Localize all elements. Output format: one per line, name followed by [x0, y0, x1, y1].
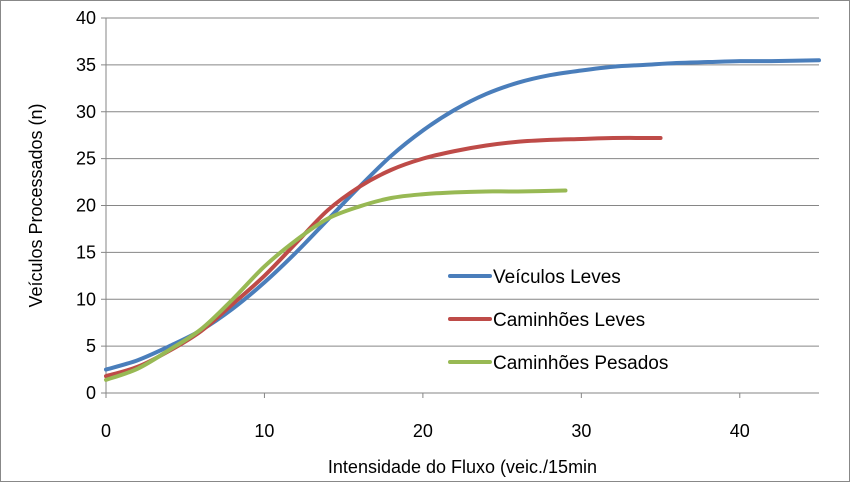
y-tick-label: 40 — [76, 8, 96, 28]
legend: Veículos Leves Caminhões Leves Caminhões P… — [448, 267, 668, 374]
y-tick-label: 25 — [76, 149, 96, 169]
series-line-caminhoes-leves — [104, 135, 663, 379]
series-line-caminhoes-pesados — [104, 188, 568, 382]
series-lines — [104, 58, 821, 382]
x-tick-label: 30 — [571, 421, 591, 441]
legend-label-veiculos-leves: Veículos Leves — [493, 267, 621, 288]
y-tick-label: 30 — [76, 102, 96, 122]
gridlines — [106, 17, 819, 347]
legend-label-caminhoes-leves: Caminhões Leves — [493, 310, 645, 331]
x-tick-label: 0 — [101, 421, 111, 441]
x-tick-label: 40 — [730, 421, 750, 441]
x-tick-label: 10 — [254, 421, 274, 441]
y-tick-label: 15 — [76, 242, 96, 262]
y-tick-label: 10 — [76, 289, 96, 309]
x-tick-label: 20 — [413, 421, 433, 441]
series-line-veiculos-leves — [104, 58, 821, 372]
y-tick-label: 0 — [86, 383, 96, 403]
tick-labels: 0 5 10 15 20 25 30 35 40 0 10 20 30 40 — [76, 8, 750, 441]
y-axis-title: Veículos Processados (n) — [26, 103, 46, 307]
y-tick-label: 20 — [76, 196, 96, 216]
x-axis-title: Intensidade do Fluxo (veic./15min — [328, 457, 597, 477]
axes — [101, 17, 819, 398]
y-tick-label: 5 — [86, 336, 96, 356]
y-tick-label: 35 — [76, 55, 96, 75]
legend-label-caminhoes-pesados: Caminhões Pesados — [493, 353, 668, 374]
